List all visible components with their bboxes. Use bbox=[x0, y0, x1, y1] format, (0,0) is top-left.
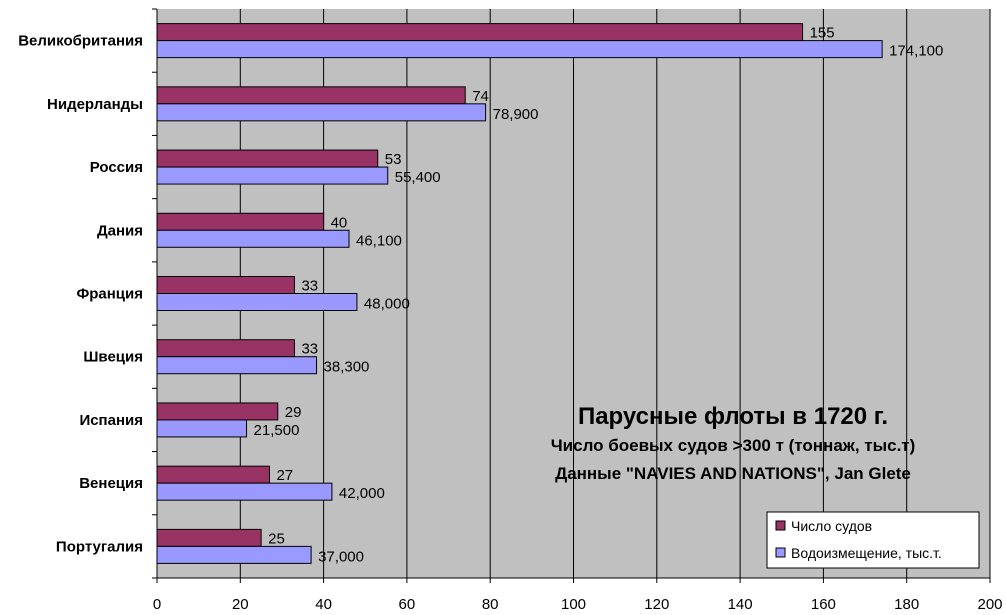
bar-series-2 bbox=[156, 293, 358, 311]
bar-series-1 bbox=[156, 276, 295, 294]
chart-subtitle-line-1: Число боевых судов >300 т (тоннаж, тыс.т… bbox=[551, 436, 916, 455]
data-label-series-1: 74 bbox=[472, 88, 489, 105]
bar-series-2 bbox=[156, 356, 318, 375]
bar-series-2 bbox=[156, 103, 487, 122]
y-category-label: Португалия bbox=[56, 538, 143, 555]
chart-subtitle-line-2: Данные "NAVIES AND NATIONS", Jan Glete bbox=[555, 464, 911, 483]
bar-series-1 bbox=[156, 465, 270, 484]
bar-series-1 bbox=[156, 86, 466, 105]
bar-series-1 bbox=[156, 528, 262, 547]
data-label-series-1: 33 bbox=[301, 278, 318, 295]
legend-label-series-2: Водоизмещение, тыс.т. bbox=[791, 545, 942, 561]
x-tick-label: 200 bbox=[977, 596, 1002, 610]
data-label-series-2: 55,400 bbox=[395, 169, 441, 186]
y-category-label: Россия bbox=[90, 159, 143, 176]
legend-swatch-series-1 bbox=[775, 520, 786, 531]
y-category-label: Испания bbox=[79, 412, 143, 429]
data-label-series-1: 29 bbox=[285, 404, 302, 421]
data-label-series-2: 37,000 bbox=[318, 548, 364, 565]
legend-label-series-1: Число судов bbox=[791, 518, 872, 534]
chart-title: Парусные флоты в 1720 г. bbox=[578, 403, 888, 430]
y-category-label: Нидерланды bbox=[47, 96, 143, 113]
y-category-label: Франция bbox=[76, 286, 143, 303]
title-block: Парусные флоты в 1720 г. Число боевых су… bbox=[551, 403, 916, 483]
x-tick-label: 140 bbox=[728, 596, 753, 610]
bar-series-2 bbox=[156, 229, 350, 248]
x-tick-label: 20 bbox=[232, 596, 249, 610]
legend-swatch-series-2 bbox=[775, 547, 786, 558]
x-tick-label: 160 bbox=[811, 596, 836, 610]
data-label-series-2: 48,000 bbox=[364, 296, 410, 313]
x-tick-label: 40 bbox=[315, 596, 332, 610]
data-label-series-1: 25 bbox=[268, 530, 285, 547]
y-category-label: Дания bbox=[97, 222, 143, 239]
bar-series-2 bbox=[156, 166, 389, 185]
bar-series-2 bbox=[156, 40, 883, 59]
bar-series-1 bbox=[156, 212, 325, 231]
data-label-series-2: 21,500 bbox=[254, 422, 300, 439]
data-label-series-1: 40 bbox=[331, 214, 348, 231]
bar-series-2 bbox=[156, 545, 312, 564]
bar-series-1 bbox=[156, 23, 804, 42]
data-label-series-2: 46,100 bbox=[356, 232, 402, 249]
data-label-series-1: 33 bbox=[301, 341, 318, 358]
axes: 0 20 40 60 80 100 120 140 160 180 200 Великобритани… bbox=[18, 8, 1003, 613]
y-category-label: Венеция bbox=[79, 475, 143, 492]
x-tick-label: 0 bbox=[153, 596, 161, 610]
bar-series-2 bbox=[156, 482, 333, 501]
y-category-label: Великобритания bbox=[18, 33, 143, 50]
x-tick-label: 100 bbox=[561, 596, 586, 610]
bar-series-1 bbox=[156, 402, 279, 421]
data-label-series-2: 174,100 bbox=[889, 43, 943, 60]
bar-series-2 bbox=[156, 419, 248, 438]
data-label-series-1: 53 bbox=[385, 151, 402, 168]
data-label-series-2: 78,900 bbox=[493, 106, 539, 123]
x-tick-label: 120 bbox=[644, 596, 669, 610]
bar-series-1 bbox=[156, 339, 295, 358]
data-label-series-2: 38,300 bbox=[324, 359, 370, 376]
data-label-series-2: 42,000 bbox=[339, 485, 385, 502]
legend: Число судов Водоизмещение, тыс.т. bbox=[766, 511, 980, 569]
data-label-series-1: 155 bbox=[810, 25, 835, 42]
legend-box bbox=[766, 511, 980, 569]
x-tick-label: 80 bbox=[482, 596, 499, 610]
bar-series-1 bbox=[156, 149, 379, 168]
x-tick-label: 180 bbox=[894, 596, 919, 610]
y-category-label: Швеция bbox=[83, 349, 143, 366]
data-label-series-1: 27 bbox=[276, 467, 293, 484]
x-tick-label: 60 bbox=[399, 596, 416, 610]
